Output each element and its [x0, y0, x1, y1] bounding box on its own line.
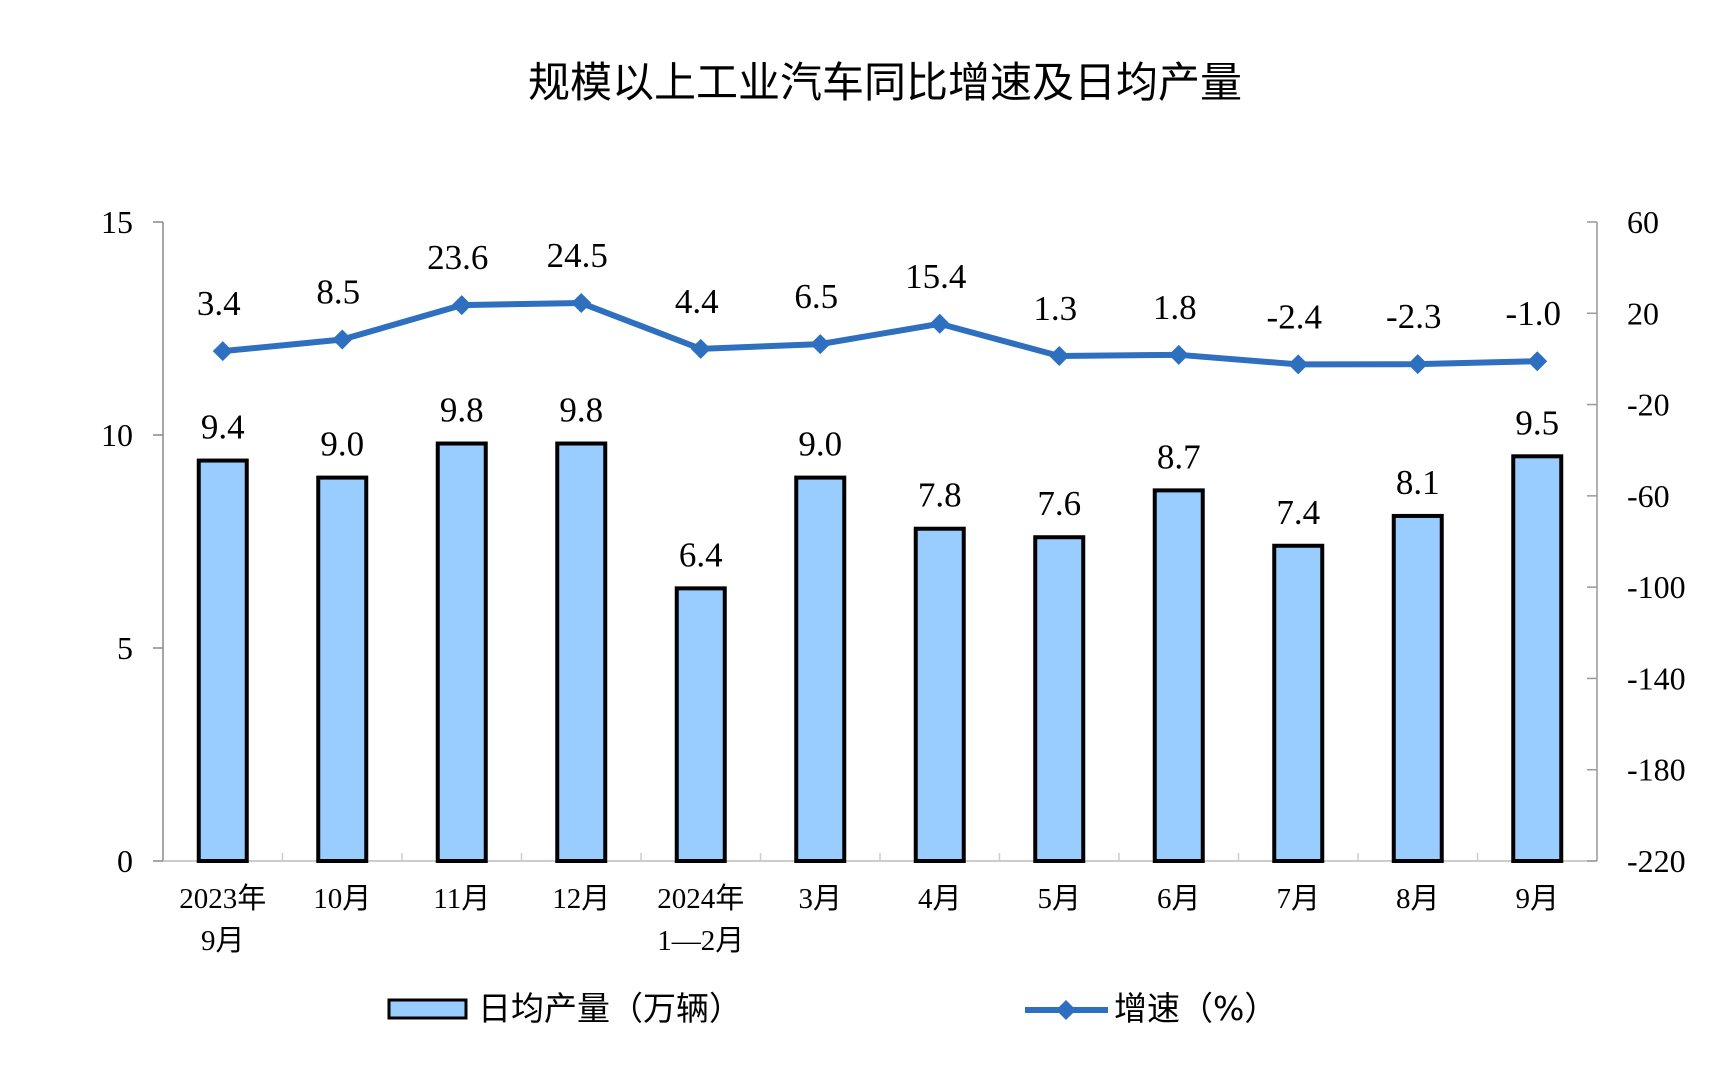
right-tick-label: 60: [1627, 204, 1659, 240]
legend-bar-swatch: [387, 998, 468, 1020]
line-series: 3.4 8.5 23.6 24.5 4.4 6.5 15.4 1.3 1.8 -2.4 -2.3 -1…: [197, 236, 1561, 375]
bar: [435, 441, 488, 863]
bar-data-label: 9.0: [798, 425, 842, 464]
bar: [316, 475, 369, 863]
bar-data-label: 8.7: [1157, 437, 1201, 476]
line-marker: [571, 293, 592, 314]
line-marker: [929, 313, 950, 334]
line-marker: [332, 329, 353, 350]
line-data-label: 6.5: [794, 277, 838, 316]
line-marker: [810, 334, 831, 355]
bar: [1391, 513, 1444, 863]
bar: [913, 526, 966, 863]
chart-title: 规模以上工业汽车同比增速及日均产量: [528, 58, 1242, 107]
line-data-label: 1.8: [1153, 288, 1197, 327]
legend-line-marker: [1056, 1000, 1076, 1020]
line-data-label: 1.3: [1033, 289, 1077, 328]
x-tick-label: 4月: [918, 883, 962, 915]
x-tick-label: 10月: [313, 883, 371, 915]
line-data-label: 8.5: [316, 273, 360, 312]
right-tick-label: -140: [1627, 660, 1686, 696]
line-marker: [690, 338, 711, 359]
bar-data-label: 9.4: [201, 408, 245, 447]
x-tick-label: 2024年: [657, 882, 744, 915]
bar-data-label: 7.8: [918, 476, 962, 515]
x-tick-label: 11月: [433, 883, 490, 915]
legend-line-label: 增速（%）: [1114, 989, 1277, 1028]
left-tick-label: 15: [101, 204, 133, 240]
x-tick-label: 1—2月: [657, 925, 744, 957]
bar-data-label: 9.0: [320, 425, 364, 464]
line-marker: [451, 295, 472, 316]
bar: [555, 441, 608, 863]
bar-data-label: 9.8: [559, 391, 603, 430]
line-data-label: 15.4: [905, 257, 966, 296]
right-tick-label: -20: [1627, 387, 1670, 423]
line-data-label: 3.4: [197, 284, 241, 323]
bar-data-label: 7.6: [1037, 484, 1081, 523]
line-marker: [1049, 345, 1070, 366]
right-tick-label: -180: [1627, 752, 1686, 788]
line-data-label: 4.4: [675, 282, 719, 321]
bar-series: 9.4 9.0 9.8 9.8 6.4 9.0 7.8 7.6 8.7 7.4 8.1 9.5: [196, 391, 1564, 863]
right-tick-label: -60: [1627, 478, 1670, 514]
x-tick-label: 3月: [798, 883, 842, 915]
line-data-label: -2.3: [1386, 297, 1441, 336]
bar-data-label: 7.4: [1276, 493, 1320, 532]
bar: [1511, 454, 1564, 863]
line-data-label: -2.4: [1267, 297, 1322, 336]
bar-data-label: 9.5: [1515, 403, 1559, 442]
line-marker: [1527, 351, 1548, 372]
left-tick-label: 5: [117, 630, 133, 666]
right-tick-label: -100: [1627, 569, 1686, 605]
bar: [674, 586, 727, 863]
line-data-label: -1.0: [1506, 294, 1561, 333]
bar: [1033, 535, 1086, 863]
right-tick-label: 20: [1627, 295, 1659, 331]
x-tick-label: 8月: [1396, 883, 1440, 915]
legend-bar-label: 日均产量（万辆）: [478, 989, 742, 1028]
left-tick-label: 10: [101, 417, 133, 453]
bar: [1152, 488, 1205, 863]
x-tick-label: 9月: [1515, 883, 1559, 915]
bar-data-label: 6.4: [679, 535, 723, 574]
x-tick-label: 2023年: [179, 882, 266, 915]
x-tick-label: 5月: [1037, 883, 1081, 915]
bar-data-label: 9.8: [440, 391, 484, 430]
x-tick-label: 12月: [552, 883, 610, 915]
growth-line: [222, 300, 1538, 368]
axes: 0 5 10 15 -220 -180 -140 -100 -60 -20 20 60 2023年 9月 1…: [101, 204, 1686, 957]
legend: 日均产量（万辆） 增速（%）: [387, 989, 1277, 1028]
x-tick-label: 7月: [1276, 883, 1320, 915]
line-data-label: 23.6: [427, 238, 488, 277]
x-tick-label: 6月: [1157, 883, 1201, 915]
line-marker: [1168, 344, 1189, 365]
line-marker: [1288, 354, 1309, 375]
bar: [1272, 543, 1325, 863]
bar: [794, 475, 847, 863]
right-tick-label: -220: [1627, 843, 1686, 879]
left-tick-label: 0: [117, 843, 133, 879]
line-marker: [212, 341, 233, 362]
line-data-label: 24.5: [547, 236, 608, 275]
line-marker: [1407, 354, 1428, 375]
bar: [196, 458, 249, 863]
bar-data-label: 8.1: [1396, 463, 1440, 502]
x-tick-label: 9月: [201, 925, 245, 957]
